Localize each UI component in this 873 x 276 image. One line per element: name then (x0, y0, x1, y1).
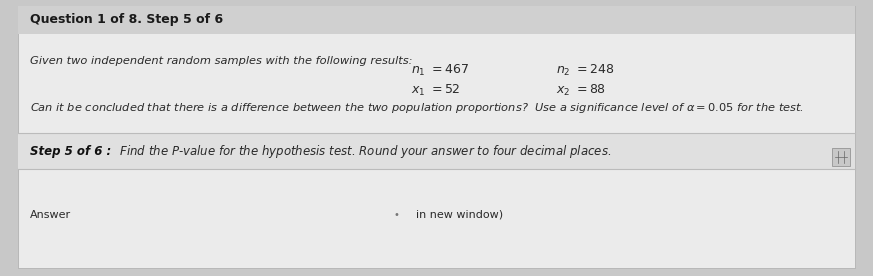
Text: Find the $P$-value for the hypothesis test. Round your answer to four decimal pl: Find the $P$-value for the hypothesis te… (112, 142, 611, 160)
Text: $x_2 \ = 88$: $x_2 \ = 88$ (556, 83, 607, 98)
Text: in new window): in new window) (416, 209, 504, 219)
Text: •: • (394, 209, 400, 219)
Text: $x_1 \ = 52$: $x_1 \ = 52$ (411, 83, 461, 98)
FancyBboxPatch shape (18, 6, 855, 34)
FancyBboxPatch shape (18, 133, 855, 169)
Text: $n_1 \ = 467$: $n_1 \ = 467$ (411, 63, 470, 78)
Text: Step 5 of 6 :: Step 5 of 6 : (30, 145, 111, 158)
FancyBboxPatch shape (832, 148, 850, 166)
Text: Answer: Answer (30, 209, 71, 219)
FancyBboxPatch shape (18, 6, 855, 268)
Text: Question 1 of 8. Step 5 of 6: Question 1 of 8. Step 5 of 6 (30, 14, 223, 26)
Text: $n_2 \ = 248$: $n_2 \ = 248$ (556, 63, 615, 78)
Text: Given two independent random samples with the following results:: Given two independent random samples wit… (30, 56, 413, 66)
Text: Can it be concluded that there is a difference between the two population propor: Can it be concluded that there is a diff… (30, 101, 804, 115)
